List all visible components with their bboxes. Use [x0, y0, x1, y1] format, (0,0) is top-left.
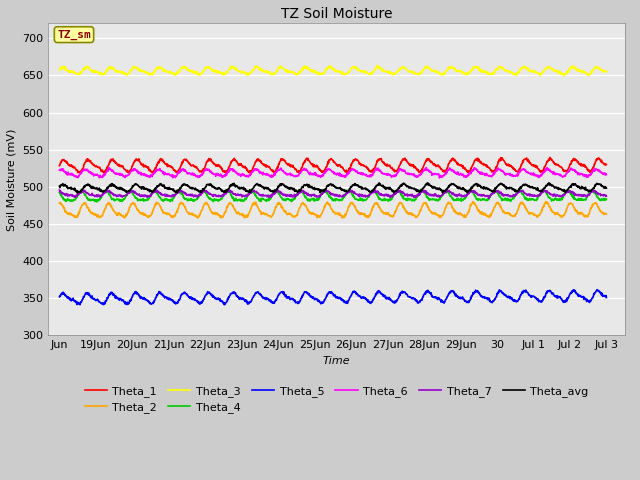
Theta_5 [239, 295, 246, 301]
Theta_2 [177, 199, 185, 205]
Theta_6 [422, 165, 430, 170]
Theta_4 [239, 198, 246, 204]
Legend: Theta_1, Theta_2, Theta_3, Theta_4, Theta_5, Theta_6, Theta_7, Theta_avg: Theta_1, Theta_2, Theta_3, Theta_4, Thet… [80, 381, 593, 418]
Theta_4 [164, 197, 172, 203]
Line: Theta_2: Theta_2 [60, 202, 606, 218]
Theta_7 [538, 190, 546, 195]
Theta_7 [152, 187, 160, 193]
Theta_1 [56, 163, 63, 168]
Theta_3 [164, 70, 172, 75]
Theta_3 [373, 62, 381, 68]
Theta_5 [164, 296, 172, 302]
Line: Theta_7: Theta_7 [60, 190, 606, 198]
Theta_6 [538, 171, 546, 177]
Line: Theta_avg: Theta_avg [60, 183, 606, 193]
Theta_3 [538, 71, 546, 76]
Theta_6 [490, 172, 498, 178]
Theta_5 [538, 298, 546, 304]
Theta_avg [418, 187, 426, 193]
Theta_7 [239, 192, 246, 198]
Theta_avg [239, 185, 246, 191]
Theta_3 [239, 70, 246, 76]
Theta_6 [164, 172, 172, 178]
Theta_4 [177, 190, 185, 196]
Theta_7 [485, 195, 493, 201]
Theta_5 [56, 294, 63, 300]
Text: TZ_sm: TZ_sm [57, 30, 91, 40]
Title: TZ Soil Moisture: TZ Soil Moisture [281, 7, 392, 21]
Theta_2 [490, 207, 497, 213]
Theta_6 [239, 172, 246, 178]
Line: Theta_1: Theta_1 [60, 157, 606, 173]
Theta_4 [588, 186, 596, 192]
Theta_1 [602, 162, 610, 168]
Theta_5 [221, 302, 228, 308]
Theta_1 [490, 168, 497, 174]
Theta_avg [390, 190, 397, 196]
Theta_3 [56, 67, 63, 73]
Line: Theta_6: Theta_6 [60, 168, 606, 178]
Theta_avg [177, 184, 185, 190]
Theta_avg [164, 185, 172, 191]
Theta_7 [177, 189, 185, 194]
Theta_1 [538, 168, 546, 174]
Theta_3 [418, 69, 426, 75]
Theta_7 [56, 187, 63, 193]
Theta_4 [93, 199, 101, 204]
Theta_7 [164, 193, 172, 199]
Theta_3 [177, 66, 185, 72]
Theta_6 [436, 175, 444, 181]
Theta_5 [602, 295, 610, 300]
Theta_6 [56, 168, 63, 173]
Theta_avg [56, 183, 63, 189]
Theta_1 [418, 167, 426, 173]
X-axis label: Time: Time [323, 356, 350, 366]
Theta_4 [538, 188, 546, 193]
Theta_2 [542, 199, 550, 204]
Theta_2 [239, 213, 246, 218]
Theta_4 [56, 190, 63, 195]
Theta_1 [271, 170, 278, 176]
Theta_5 [490, 298, 497, 303]
Theta_avg [602, 185, 610, 191]
Line: Theta_3: Theta_3 [60, 65, 606, 76]
Theta_3 [602, 69, 610, 74]
Theta_2 [194, 215, 202, 221]
Theta_2 [56, 200, 63, 206]
Theta_1 [164, 164, 172, 169]
Theta_avg [490, 189, 498, 194]
Theta_3 [560, 73, 568, 79]
Theta_2 [602, 211, 610, 217]
Theta_7 [418, 189, 426, 194]
Theta_avg [538, 189, 546, 194]
Theta_5 [594, 287, 602, 293]
Y-axis label: Soil Moisture (mV): Soil Moisture (mV) [7, 128, 17, 230]
Theta_1 [239, 164, 246, 169]
Theta_7 [602, 193, 610, 199]
Theta_5 [418, 297, 426, 303]
Theta_6 [177, 167, 185, 172]
Theta_6 [418, 171, 426, 177]
Theta_1 [547, 155, 554, 160]
Theta_4 [490, 188, 497, 193]
Theta_4 [602, 196, 610, 202]
Theta_3 [490, 72, 497, 77]
Line: Theta_4: Theta_4 [60, 189, 606, 202]
Theta_4 [418, 188, 426, 193]
Theta_2 [538, 207, 546, 213]
Theta_1 [177, 163, 185, 168]
Theta_5 [177, 292, 185, 298]
Theta_2 [164, 210, 172, 216]
Theta_2 [418, 203, 426, 209]
Theta_6 [602, 172, 610, 178]
Theta_avg [424, 180, 431, 186]
Theta_7 [490, 189, 498, 195]
Line: Theta_5: Theta_5 [60, 290, 606, 305]
